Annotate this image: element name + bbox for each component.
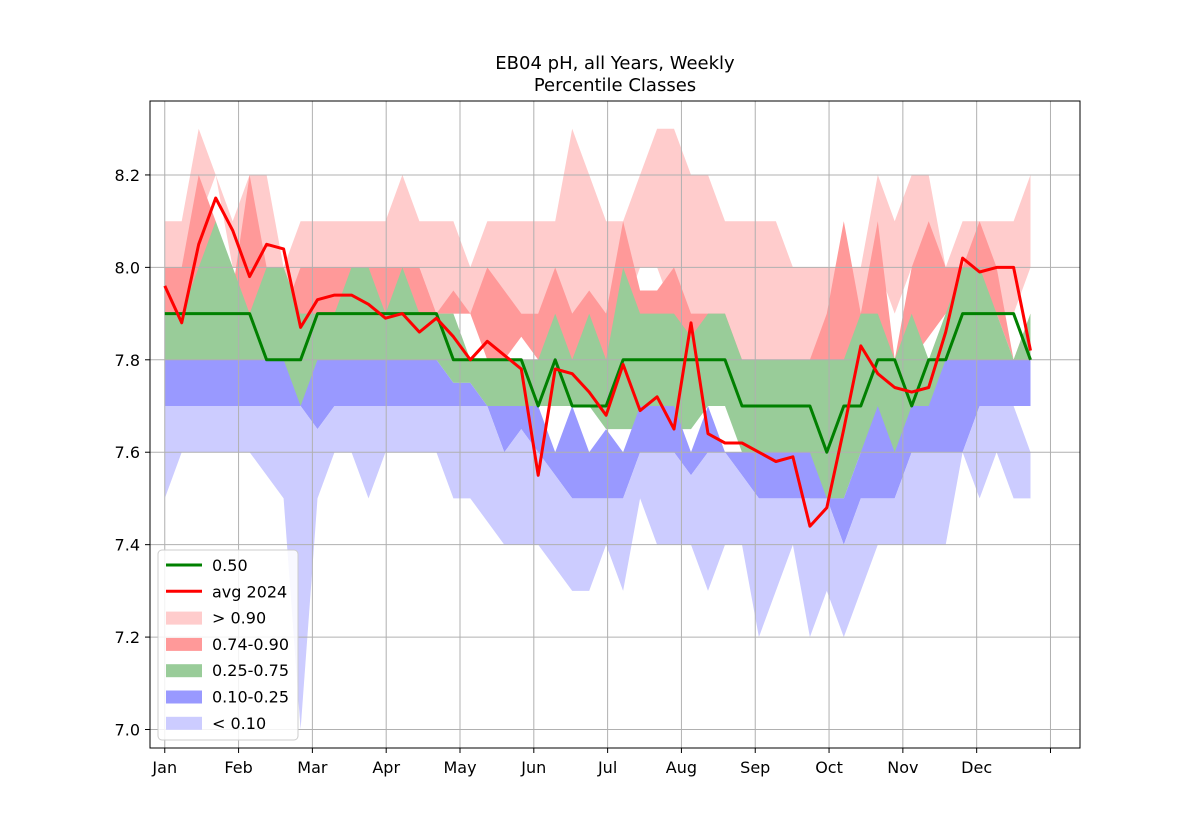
y-tick-label: 8.0 (115, 258, 140, 277)
legend-swatch-0-10 (166, 716, 202, 730)
legend-label-0-10-0-25: 0.10-0.25 (212, 688, 289, 707)
legend-label-0-10: < 0.10 (212, 714, 266, 733)
y-tick-label: 7.8 (115, 351, 140, 370)
plot-frame (149, 100, 1081, 749)
chart-subtitle: Percentile Classes (534, 75, 696, 96)
band-0-90 (164, 128, 1031, 453)
legend-swatch-0-74-0-90 (166, 637, 202, 651)
x-tick-label-may: May (443, 758, 476, 777)
y-tick-label: 7.0 (115, 721, 140, 740)
legend-label-0-90: > 0.90 (212, 609, 266, 628)
legend-swatch-0-10-0-25 (166, 690, 202, 704)
x-tick-label-apr: Apr (372, 758, 400, 777)
y-tick-label: 8.2 (115, 166, 140, 185)
legend-label-0-74-0-90: 0.74-0.90 (212, 635, 289, 654)
x-tick-label-jan: Jan (151, 758, 177, 777)
legend-label-avg-2024: avg 2024 (212, 582, 287, 601)
grid-lines (150, 101, 1080, 748)
x-tick-label-jun: Jun (520, 758, 546, 777)
chart-title: EB04 pH, all Years, Weekly (495, 53, 735, 74)
band-0-10 (164, 406, 1031, 730)
legend-swatch-0-25-0-75 (166, 664, 202, 678)
y-tick-label: 7.4 (115, 536, 140, 555)
x-tick-label-oct: Oct (815, 758, 843, 777)
y-tick-label: 7.2 (115, 628, 140, 647)
legend: 0.50 avg 2024 > 0.90 0.74-0.90 0.25-0.75 0.10… (157, 549, 299, 741)
x-tick-label-jul: Jul (597, 758, 617, 777)
x-tick-label-nov: Nov (887, 758, 918, 777)
series-lines (163, 196, 1032, 528)
x-tick-label-aug: Aug (666, 758, 697, 777)
legend-swatch-0-90 (166, 611, 202, 625)
x-tick-label-feb: Feb (224, 758, 252, 777)
x-tick-label-sep: Sep (740, 758, 770, 777)
band-0-74-0-90 (164, 174, 1031, 499)
y-tick-label: 7.6 (115, 443, 140, 462)
x-tick-label-dec: Dec (961, 758, 992, 777)
series-line-avg-2024 (163, 196, 1032, 528)
legend-label-0-25-0-75: 0.25-0.75 (212, 661, 289, 680)
legend-label-0-50: 0.50 (212, 556, 248, 575)
axis-ticks: Jan Feb Mar Apr May Jun Jul Aug Sep Oct Nov Dec 7.0 7… (115, 166, 1051, 777)
x-tick-label-mar: Mar (297, 758, 328, 777)
